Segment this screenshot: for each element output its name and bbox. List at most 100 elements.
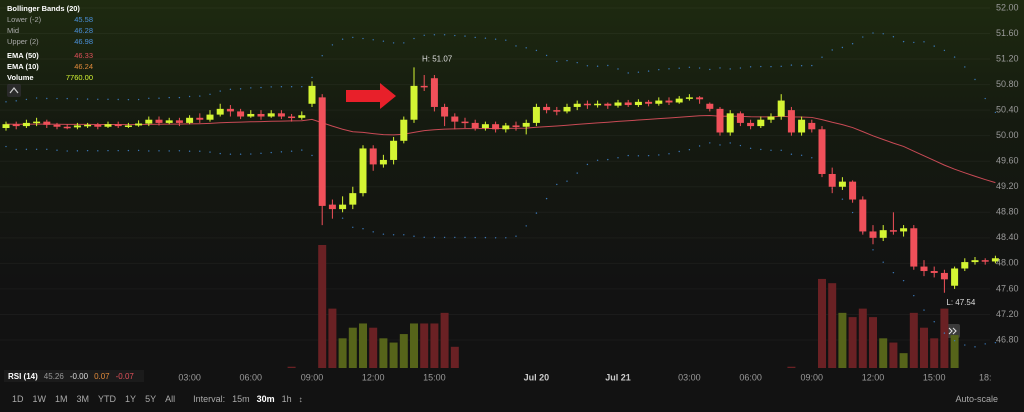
band-dot (178, 96, 181, 99)
band-dot (321, 55, 323, 57)
volume-bar (858, 308, 867, 368)
volume-bar (430, 323, 439, 368)
candle-body (716, 108, 724, 133)
volume-bar (328, 308, 337, 368)
range-button[interactable]: 1D (12, 394, 24, 404)
range-button[interactable]: 3M (76, 394, 90, 404)
band-dot (617, 68, 619, 70)
band-dot (229, 153, 232, 155)
interval-label: Interval: (193, 394, 226, 404)
band-dot (137, 98, 140, 101)
band-dot (382, 40, 385, 42)
collapse-button[interactable] (7, 84, 21, 97)
band-dot (433, 34, 436, 36)
band-dot (658, 154, 660, 156)
band-dot (148, 97, 150, 100)
candle-body (390, 140, 398, 160)
band-dot (454, 34, 456, 37)
band-dot (974, 78, 976, 81)
candle-body (492, 124, 500, 130)
rsi-value: 0.07 (94, 371, 110, 381)
x-tick-label: 18: (979, 372, 992, 382)
range-button[interactable]: 5Y (145, 394, 157, 404)
band-dot (505, 39, 507, 41)
band-dot (46, 148, 48, 151)
band-dot (413, 37, 415, 40)
band-dot (260, 86, 262, 89)
y-tick-label: 51.20 (996, 53, 1019, 63)
band-dot (709, 142, 711, 144)
band-dot (760, 65, 762, 68)
candle-body (940, 272, 948, 280)
volume-bar (379, 338, 388, 368)
candle-body (410, 85, 418, 120)
candle-body (696, 97, 704, 100)
candle-body (614, 102, 622, 106)
candle-body (777, 100, 785, 117)
band-dot (137, 149, 140, 152)
band-dot (56, 97, 58, 100)
candle-body (675, 98, 683, 103)
legend-name: EMA (50) (7, 51, 39, 60)
candle-body (522, 122, 530, 127)
band-dot (229, 88, 232, 91)
band-dot (97, 150, 99, 152)
band-dot (46, 97, 48, 100)
interval-button[interactable]: 30m (256, 394, 275, 404)
interval-button[interactable]: 1h (281, 394, 292, 404)
volume-bar (348, 327, 357, 368)
band-dot (219, 90, 221, 92)
legend-value: 46.33 (74, 51, 93, 60)
band-dot (678, 67, 680, 69)
range-button[interactable]: 1M (55, 394, 68, 404)
overlays (5, 32, 997, 348)
candle-body (22, 122, 30, 127)
band-dot (209, 93, 211, 96)
volume-bar (899, 353, 908, 368)
candle-body (73, 125, 81, 128)
x-tick-label: 09:00 (301, 372, 324, 382)
band-dot (576, 61, 578, 64)
band-dot (709, 68, 711, 71)
y-tick-label: 47.60 (996, 283, 1019, 293)
band-dot (953, 56, 956, 58)
volume-bar (359, 323, 367, 368)
band-dot (525, 47, 527, 49)
band-dot (739, 144, 742, 147)
band-dot (117, 98, 119, 101)
candle-body (879, 230, 887, 238)
band-dot (127, 98, 130, 101)
band-dot (525, 225, 527, 227)
range-button[interactable]: 1W (32, 394, 47, 404)
y-tick-label: 47.20 (996, 309, 1019, 319)
candle-body (665, 100, 673, 103)
candle-body (685, 97, 693, 99)
y-tick-label: 51.60 (996, 28, 1019, 38)
interval-button[interactable]: 15m (232, 394, 250, 404)
y-tick-label: 49.60 (996, 156, 1019, 166)
collapse-icon (9, 87, 19, 94)
candle-body (298, 115, 306, 118)
ema-line (5, 115, 996, 184)
candle-body (400, 119, 408, 141)
band-dot (443, 34, 446, 36)
range-button[interactable]: YTD (98, 394, 117, 404)
band-dot (413, 235, 415, 237)
band-dot (688, 149, 691, 151)
candle-body (951, 268, 959, 286)
toolbar: 1D 1W 1M 3M YTD 1Y 5Y All Interval: 15m 30m 1h ↕ Auto… (0, 388, 1024, 410)
volume-bar (889, 342, 898, 368)
candle-body (12, 124, 20, 127)
auto-scale[interactable]: Auto-scale (955, 394, 998, 404)
volume-bar (440, 312, 449, 368)
range-button[interactable]: All (165, 394, 176, 404)
range-button[interactable]: 1Y (125, 394, 137, 404)
candle-body (757, 119, 765, 127)
candle-body (451, 116, 459, 122)
candle-body (216, 108, 224, 115)
band-dot (505, 237, 507, 239)
band-dot (719, 67, 721, 69)
band-dot (841, 198, 844, 200)
candle-body (349, 193, 357, 205)
candle-body (84, 124, 92, 127)
